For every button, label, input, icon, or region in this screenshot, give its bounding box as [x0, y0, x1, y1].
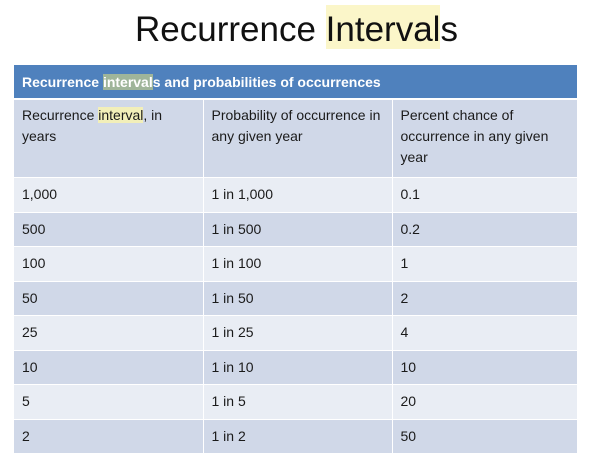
header-part: Recurrence — [22, 107, 99, 123]
header-part: , in years — [22, 107, 163, 144]
table-row: 1,000 1 in 1,000 0.1 — [14, 177, 578, 213]
slide-title: Recurrence Intervals — [0, 6, 593, 54]
cell-percent: 2 — [392, 281, 578, 316]
table-caption-highlight: interval — [102, 73, 153, 90]
cell-probability: 1 in 1,000 — [203, 177, 393, 213]
table-caption: Recurrence intervals and probabilities o… — [14, 65, 578, 100]
cell-percent: 50 — [392, 419, 578, 454]
table-row: 500 1 in 500 0.2 — [14, 212, 578, 247]
cell-interval: 100 — [14, 246, 204, 282]
cell-interval: 2 — [14, 419, 204, 454]
cell-probability: 1 in 5 — [203, 384, 393, 420]
cell-interval: 5 — [14, 384, 204, 420]
cell-percent: 0.2 — [392, 212, 578, 247]
cell-interval: 25 — [14, 315, 204, 351]
slide-title-highlight: Interval — [325, 10, 441, 49]
cell-percent: 0.1 — [392, 177, 578, 213]
cell-interval: 50 — [14, 281, 204, 316]
table-row: 25 1 in 25 4 — [14, 315, 578, 351]
table-header-row: Recurrence interval, in years Probabilit… — [14, 99, 578, 178]
cell-interval: 500 — [14, 212, 204, 247]
cell-percent: 20 — [392, 384, 578, 420]
table-caption-part: Recurrence — [22, 73, 103, 90]
header-recurrence-interval: Recurrence interval, in years — [14, 99, 204, 178]
slide-title-part: s — [440, 10, 458, 49]
cell-probability: 1 in 500 — [203, 212, 393, 247]
cell-interval: 1,000 — [14, 177, 204, 213]
table-caption-part: s and probabilities of occurrences — [152, 73, 381, 90]
cell-percent: 1 — [392, 246, 578, 282]
cell-interval: 10 — [14, 350, 204, 385]
cell-probability: 1 in 2 — [203, 419, 393, 454]
table-row: 100 1 in 100 1 — [14, 246, 578, 282]
table-row: 10 1 in 10 10 — [14, 350, 578, 385]
table-row: 2 1 in 2 50 — [14, 419, 578, 454]
cell-probability: 1 in 50 — [203, 281, 393, 316]
header-percent-chance: Percent chance of occurrence in any give… — [392, 99, 578, 178]
recurrence-table: Recurrence intervals and probabilities o… — [14, 65, 578, 454]
table-caption-row: Recurrence intervals and probabilities o… — [14, 65, 578, 100]
cell-probability: 1 in 10 — [203, 350, 393, 385]
slide-title-part: Recurrence — [135, 10, 326, 49]
cell-probability: 1 in 100 — [203, 246, 393, 282]
cell-percent: 10 — [392, 350, 578, 385]
cell-probability: 1 in 25 — [203, 315, 393, 351]
header-highlight: interval — [98, 107, 144, 123]
table-row: 5 1 in 5 20 — [14, 384, 578, 420]
cell-percent: 4 — [392, 315, 578, 351]
header-probability: Probability of occurrence in any given y… — [203, 99, 393, 178]
table-row: 50 1 in 50 2 — [14, 281, 578, 316]
